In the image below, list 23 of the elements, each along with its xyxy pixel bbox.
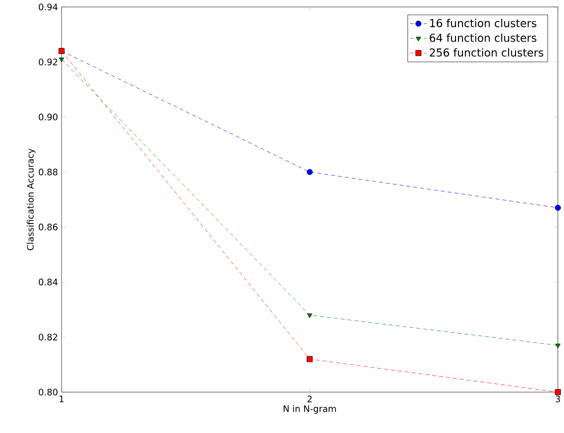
legend-label: 256 function clusters xyxy=(430,48,544,57)
point xyxy=(554,204,561,211)
point xyxy=(555,344,560,348)
point xyxy=(554,389,561,396)
y-tick-label: 0.88 xyxy=(38,168,58,176)
point xyxy=(306,356,313,362)
point xyxy=(306,169,313,176)
x-tick-label: 1 xyxy=(60,396,64,402)
y-tick-label: 0.94 xyxy=(38,4,58,10)
x-tick-label: 3 xyxy=(556,396,560,402)
point xyxy=(58,58,64,62)
point xyxy=(307,314,312,318)
y-tick-label: 0.86 xyxy=(38,224,58,230)
y-tick-label: 0.90 xyxy=(38,114,58,120)
y-tick-label: 0.80 xyxy=(38,388,58,396)
y-tick-label: 0.92 xyxy=(38,58,58,66)
legend-label: 16 function clusters xyxy=(430,18,536,28)
x-tick-label: 2 xyxy=(308,396,312,402)
y-axis-title: Classification Accuracy xyxy=(26,148,36,250)
y-tick-label: 0.82 xyxy=(38,334,58,341)
legend-label: 64 function clusters xyxy=(430,34,536,42)
y-tick-label: 0.84 xyxy=(38,278,58,286)
x-axis-title: N in N-gram xyxy=(284,405,336,414)
